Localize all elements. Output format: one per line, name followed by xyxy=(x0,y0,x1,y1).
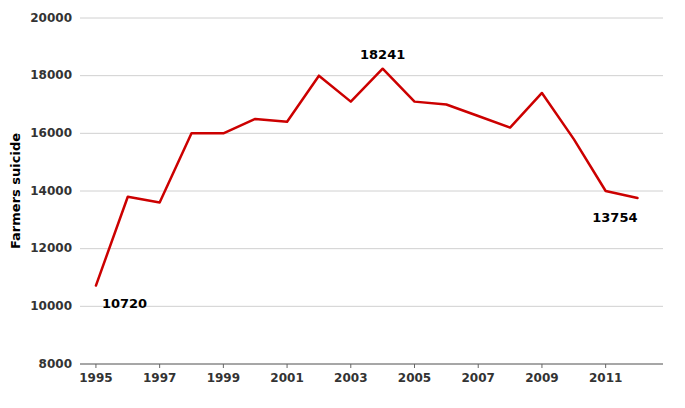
x-tick-label: 1999 xyxy=(207,371,240,385)
x-tick-label: 2003 xyxy=(334,371,367,385)
x-tick-label: 2001 xyxy=(270,371,303,385)
x-tick-label: 1997 xyxy=(143,371,176,385)
y-grid xyxy=(80,18,663,364)
x-tick xyxy=(605,364,606,368)
annotation: 18241 xyxy=(360,47,405,62)
y-tick-label: 12000 xyxy=(30,241,72,255)
y-tick-labels: 8000 10000 12000 14000 16000 18000 20000 xyxy=(30,11,72,371)
x-tick xyxy=(95,364,96,368)
y-tick-label: 8000 xyxy=(39,357,72,371)
grid-line xyxy=(80,191,663,192)
grid-line xyxy=(80,364,663,365)
x-tick xyxy=(287,364,288,368)
annotation: 10720 xyxy=(102,296,147,311)
grid-line xyxy=(80,75,663,76)
grid-line xyxy=(80,18,663,19)
annotations: 10720 18241 13754 xyxy=(102,47,638,311)
grid-line xyxy=(80,248,663,249)
x-tick xyxy=(414,364,415,368)
x-tick xyxy=(350,364,351,368)
x-tick-label: 2009 xyxy=(525,371,558,385)
annotation: 13754 xyxy=(592,210,637,225)
y-axis-label: Farmers suicide xyxy=(8,133,23,249)
x-tick-label: 1995 xyxy=(79,371,112,385)
y-tick-label: 20000 xyxy=(30,11,72,25)
x-tick xyxy=(478,364,479,368)
y-tick-label: 14000 xyxy=(30,184,72,198)
x-ticks: 1995 1997 1999 2001 2003 2005 2007 2009 2011 xyxy=(79,364,622,385)
y-tick-label: 10000 xyxy=(30,299,72,313)
x-tick-label: 2005 xyxy=(398,371,431,385)
chart-svg: 8000100001200014000160001800020000199519… xyxy=(0,0,685,408)
y-tick-label: 16000 xyxy=(30,126,72,140)
x-tick xyxy=(223,364,224,368)
y-tick-label: 18000 xyxy=(30,68,72,82)
grid-line xyxy=(80,306,663,307)
x-tick xyxy=(159,364,160,368)
plot-area xyxy=(96,69,638,286)
data-line xyxy=(96,69,638,286)
x-axis-line xyxy=(80,364,663,365)
x-tick xyxy=(541,364,542,368)
x-tick-label: 2007 xyxy=(462,371,495,385)
grid-line xyxy=(80,133,663,134)
x-tick-label: 2011 xyxy=(589,371,622,385)
chart-container: 8000100001200014000160001800020000199519… xyxy=(0,0,685,408)
